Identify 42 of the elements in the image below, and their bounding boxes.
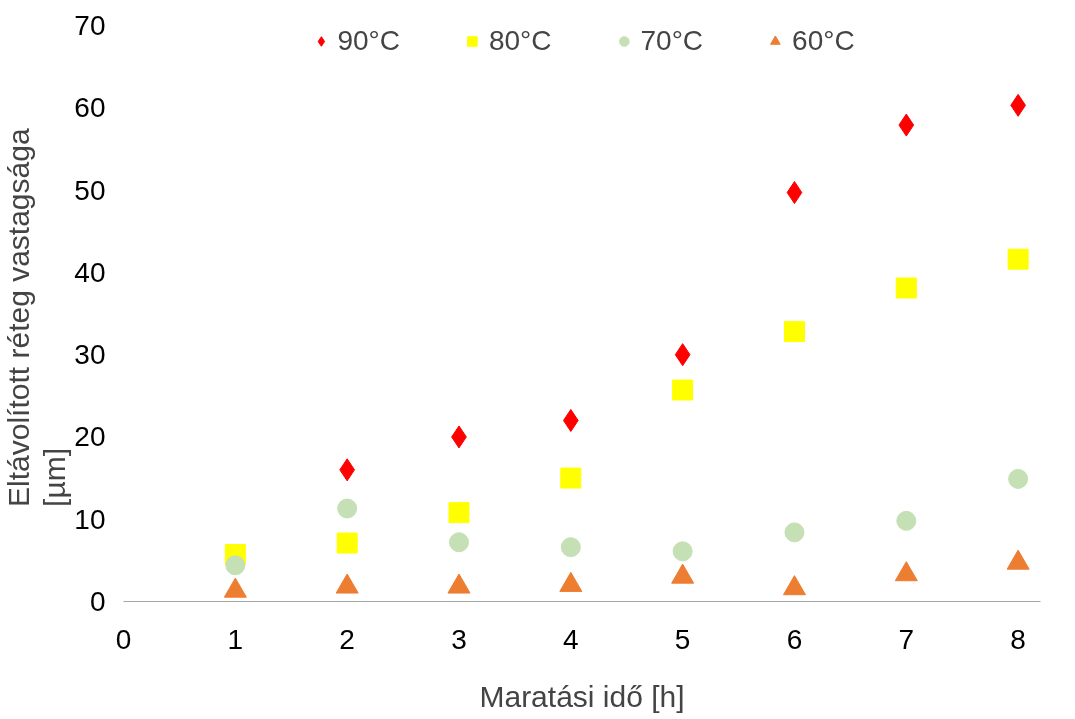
point	[898, 113, 915, 137]
legend-label: 80°C	[488, 25, 552, 57]
point	[562, 408, 579, 432]
point	[1007, 248, 1029, 270]
y-tick-label: 40	[74, 256, 106, 288]
x-tick-label: 0	[115, 623, 132, 655]
x-tick-label: 6	[786, 623, 803, 655]
point	[672, 541, 693, 562]
point	[336, 532, 358, 554]
point	[786, 181, 803, 205]
point	[560, 537, 581, 558]
y-tick-label: 70	[74, 10, 106, 41]
legend-label: 90°C	[337, 25, 400, 57]
y-tick-label: 20	[74, 421, 106, 453]
x-tick-label: 7	[898, 623, 915, 655]
x-tick-label: 2	[339, 623, 355, 655]
point	[672, 379, 694, 401]
y-tick-label: 60	[74, 92, 106, 124]
point	[448, 532, 469, 553]
point	[1008, 468, 1029, 489]
y-axis-title: Eltávolított réteg vastagsága [µm]	[2, 128, 72, 507]
point	[784, 522, 805, 543]
x-tick-label: 3	[451, 623, 467, 655]
y-tick-label: 50	[74, 174, 106, 206]
y-tick-label: 30	[74, 339, 106, 371]
y-tick-label: 10	[74, 503, 106, 535]
point	[895, 277, 917, 299]
legend-label: 70°C	[640, 25, 704, 57]
x-tick-label: 1	[227, 623, 244, 655]
point	[783, 321, 805, 343]
point	[674, 343, 691, 367]
x-axis-title: Maratási idő [h]	[479, 679, 685, 713]
y-tick-label: 0	[89, 586, 106, 617]
legend-label: 60°C	[792, 25, 855, 57]
point	[448, 502, 470, 524]
x-tick-label: 8	[1010, 623, 1026, 655]
x-tick-label: 4	[563, 623, 579, 655]
x-tick-label: 5	[674, 623, 691, 655]
point	[560, 467, 582, 489]
point	[337, 498, 358, 519]
point	[896, 510, 917, 531]
point	[225, 555, 246, 576]
